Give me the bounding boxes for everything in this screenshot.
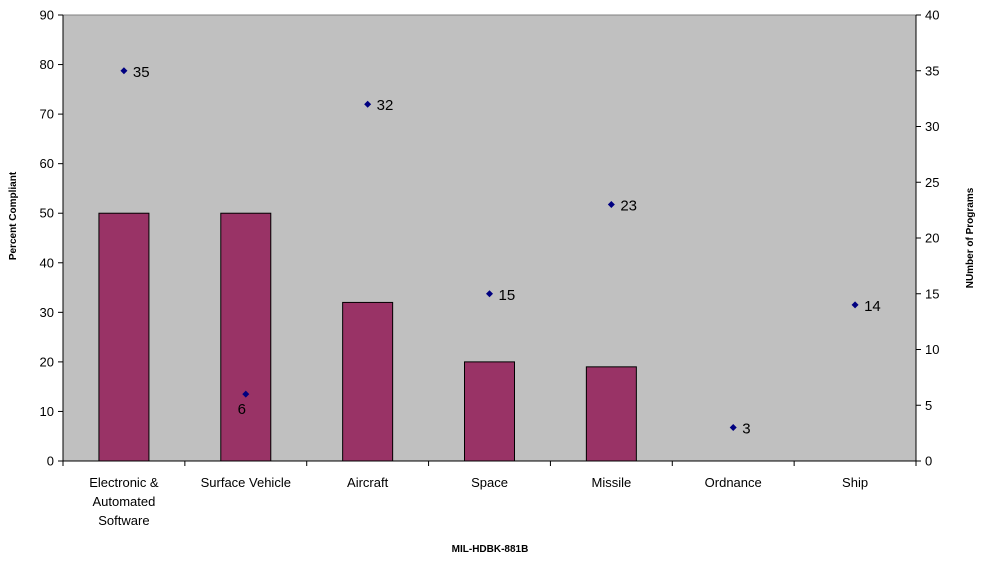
y2-tick-label: 40 (925, 8, 939, 23)
data-point (486, 290, 493, 298)
y-tick-label: 90 (40, 8, 54, 23)
y-tick-label: 70 (40, 107, 54, 122)
data-label: 23 (620, 198, 637, 215)
bar (342, 301, 394, 462)
bar (220, 212, 272, 462)
y-tick-label: 40 (40, 255, 54, 270)
y-tick-label: 60 (40, 156, 54, 171)
y-tick-label: 80 (40, 57, 54, 72)
data-point (607, 201, 615, 209)
y2-tick-label: 20 (925, 231, 939, 246)
data-label: 35 (133, 64, 150, 81)
bars-group (98, 212, 637, 462)
y-tick-label: 30 (40, 305, 54, 320)
x-tick-label: Ship (842, 475, 868, 490)
bar (585, 366, 637, 462)
y2-tick-label: 15 (925, 286, 939, 301)
data-point (120, 67, 128, 75)
x-tick-label: Ordnance (705, 475, 762, 490)
axes-group: 0 10 20 30 40 50 60 70 80 90 0 5 10 15 20 25 30 35 40 Elect… (40, 8, 940, 529)
y-tick-label: 50 (40, 206, 54, 221)
bar (464, 361, 515, 462)
points-group: 35 6 32 15 23 3 14 (120, 64, 881, 438)
y-axis-title: Percent Compliant (8, 171, 19, 260)
x-tick-label: Electronic & Automated Software (89, 475, 159, 528)
data-point (851, 301, 859, 309)
y2-tick-label: 10 (925, 342, 939, 357)
y2-tick-label: 25 (925, 175, 939, 190)
data-label: 15 (499, 287, 516, 304)
x-axis-title: MIL-HDBK-881B (452, 544, 529, 555)
y2-tick-label: 30 (925, 119, 939, 134)
y2-tick-label: 35 (925, 63, 939, 78)
y-tick-label: 0 (47, 454, 54, 469)
y2-axis-title: NUmber of Programs (965, 187, 976, 288)
y2-tick-label: 5 (925, 398, 932, 413)
x-tick-label: Space (471, 475, 508, 490)
x-tick-label: Missile (591, 475, 631, 490)
data-point (364, 100, 372, 108)
data-point (242, 390, 250, 398)
data-label: 6 (238, 401, 246, 418)
y-tick-label: 10 (40, 404, 54, 419)
data-label: 3 (742, 421, 750, 438)
x-tick-label: Aircraft (347, 475, 389, 490)
bar (98, 212, 150, 462)
y-tick-label: 20 (40, 354, 54, 369)
y2-tick-label: 0 (925, 454, 932, 469)
data-label: 32 (377, 97, 394, 114)
data-point (729, 424, 737, 432)
data-label: 14 (864, 298, 881, 315)
x-tick-label: Surface Vehicle (201, 475, 291, 490)
